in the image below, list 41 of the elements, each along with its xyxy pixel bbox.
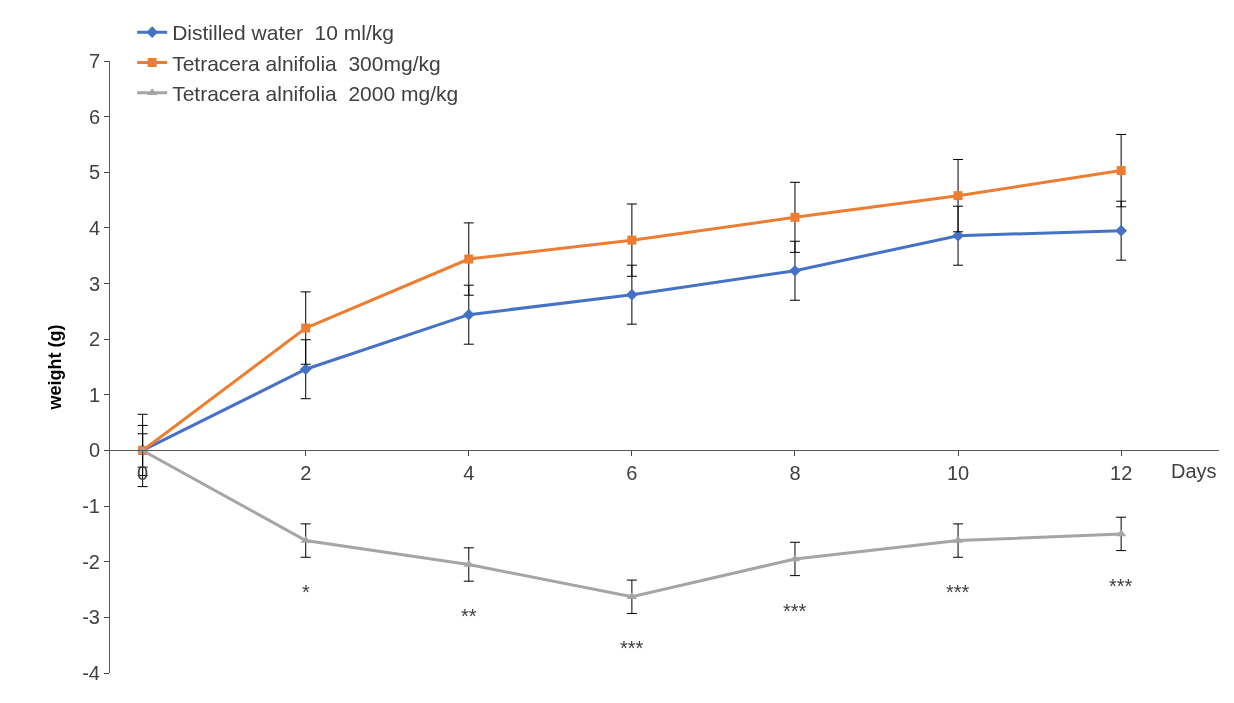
y-tick-label: -3 [82,606,100,629]
point [1116,166,1126,176]
x-tick-label: 6 [626,462,638,485]
y-tick-label: -1 [82,495,100,518]
y-tick-label: -2 [82,550,100,573]
point [626,288,638,301]
point [952,229,964,242]
y-tick-label: 4 [88,216,100,239]
x-axis-title: Days [1171,460,1217,482]
annotation: *** [783,600,807,622]
y-tick-label: 5 [88,161,100,184]
point [464,254,474,264]
annotation: ** [461,605,477,627]
point [790,212,800,222]
x-tick-label: 2 [300,462,312,485]
y-axis-title: weight (g) [45,324,66,411]
annotation: *** [620,637,644,659]
annotation: *** [946,581,970,603]
point [627,235,637,245]
point [1115,224,1127,237]
x-tick-label: 4 [463,462,475,485]
y-tick-label: 2 [88,328,100,351]
legend-label: Tetracera alnifolia 2000 mg/kg [172,81,459,105]
point [301,323,311,333]
point [462,308,475,321]
point [299,363,312,376]
y-tick-label: 6 [88,105,100,128]
y-tick-label: 1 [88,383,100,406]
y-tick-label: 0 [88,439,100,462]
x-tick-label: 8 [789,462,801,485]
x-tick-label: 10 [946,462,970,485]
y-tick-label: 7 [88,50,100,72]
x-tick-label: 12 [1110,462,1133,485]
y-tick-label: -4 [82,662,100,684]
annotation: * [302,581,310,603]
legend-label: Distilled water 10 ml/kg [172,21,394,45]
legend-label: Tetracera alnifolia 300mg/kg [172,51,441,75]
annotation: *** [1109,575,1133,597]
point [789,264,801,277]
point [953,191,963,201]
y-tick-label: 3 [88,272,100,295]
